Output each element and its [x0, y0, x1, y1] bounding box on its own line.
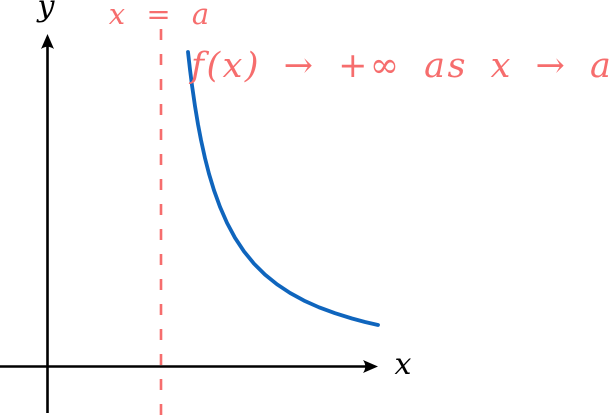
x-axis-label: x [395, 347, 412, 382]
x-axis [0, 360, 378, 373]
y-axis-label: y [36, 0, 56, 24]
limit-statement-main: f(x) → +∞ as x → a [188, 46, 613, 86]
y-axis-arrowhead-icon [41, 34, 54, 49]
limit-statement: f(x) → +∞ as x → a+ [188, 41, 613, 86]
y-axis [41, 34, 54, 413]
function-curve [186, 50, 380, 327]
asymptote-label: x = a [109, 0, 213, 31]
x-axis-arrowhead-icon [363, 360, 378, 373]
